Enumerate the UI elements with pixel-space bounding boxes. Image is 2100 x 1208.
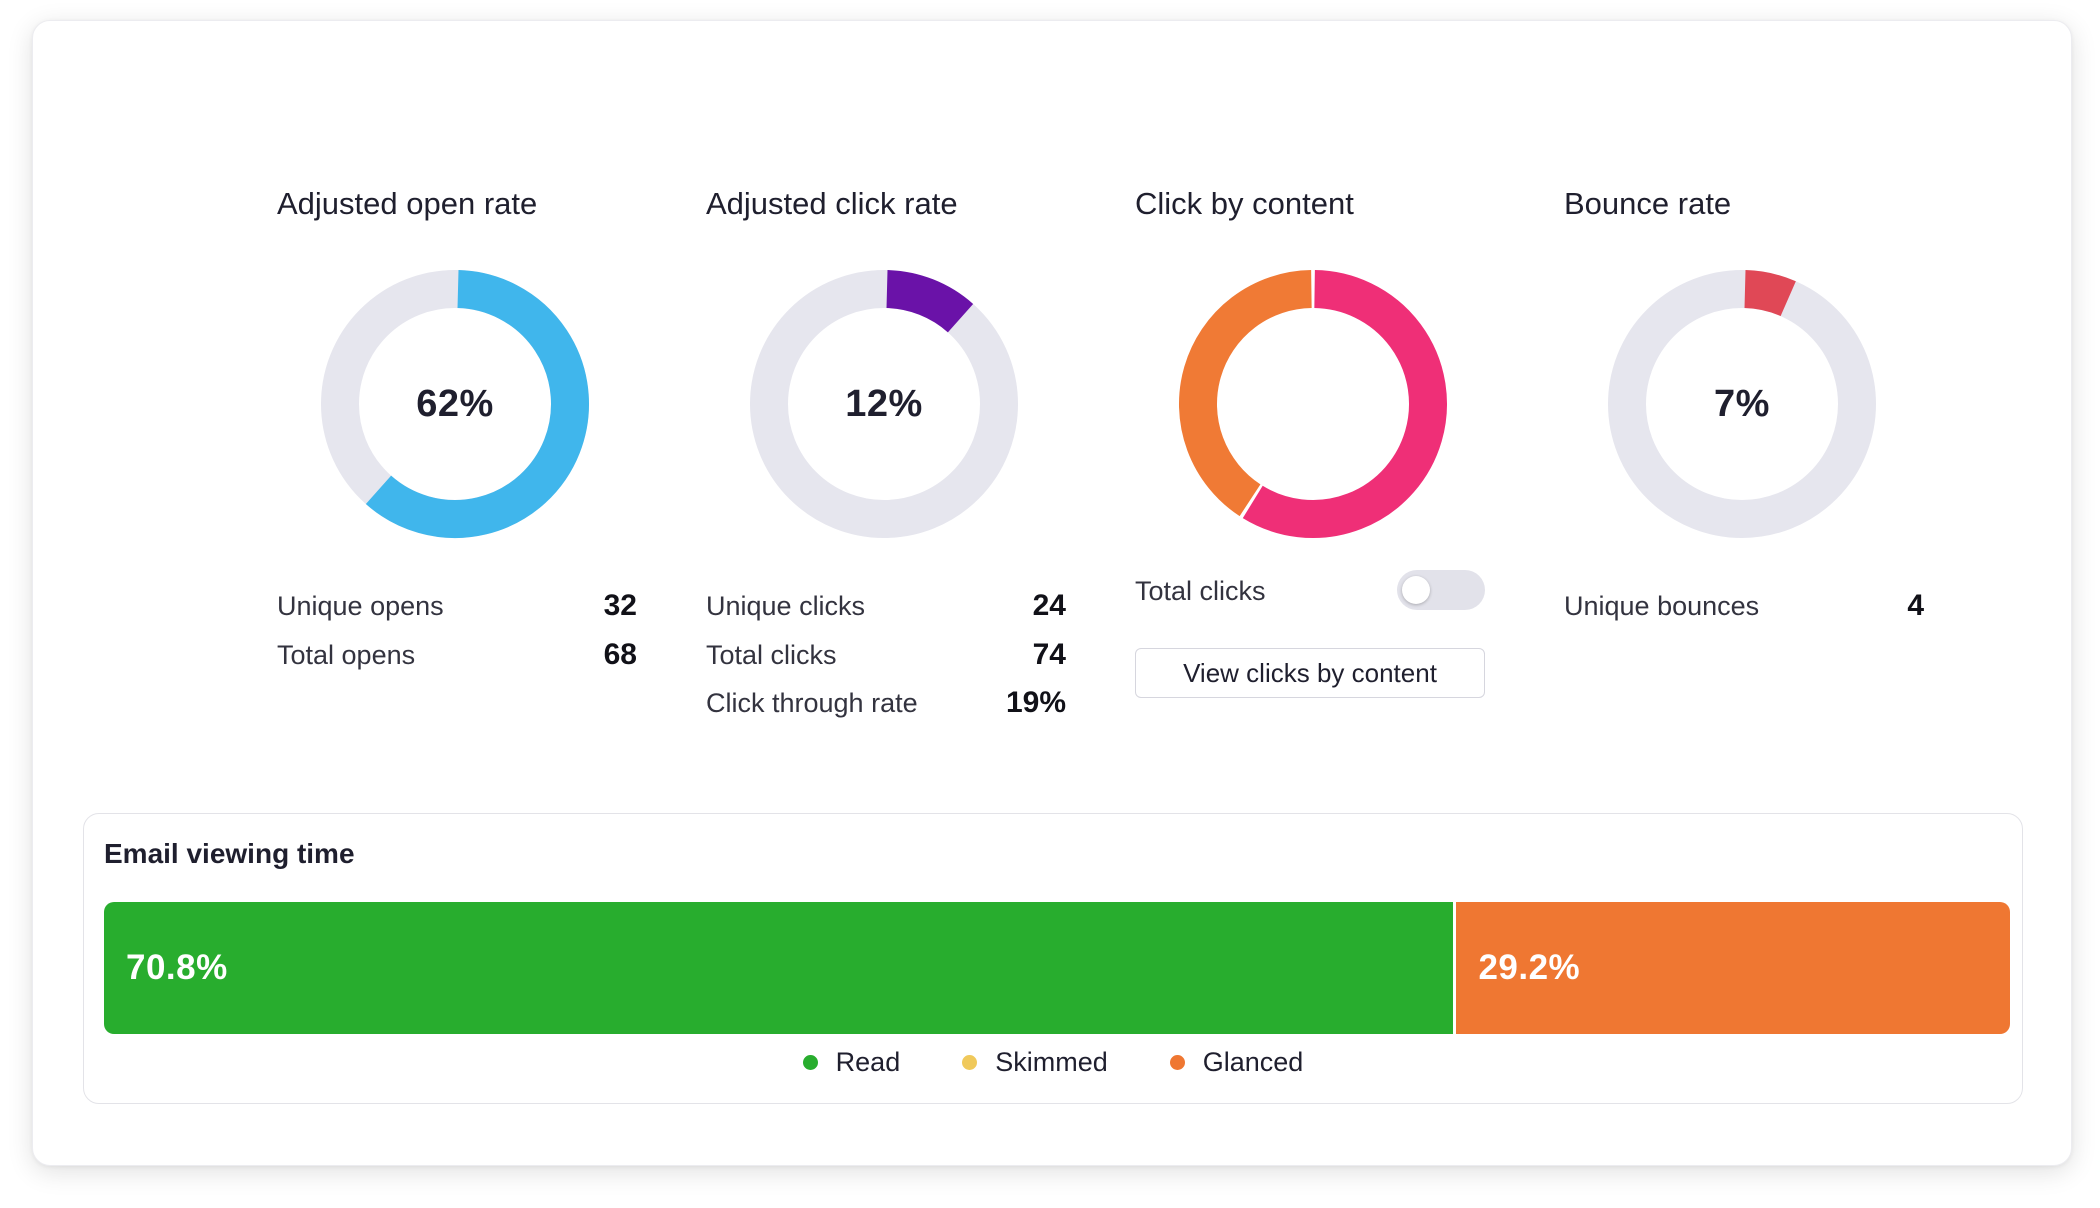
legend-label-glanced: Glanced [1202, 1046, 1304, 1077]
open-rate-percent: 62% [416, 382, 494, 425]
email-viewing-time-panel: Email viewing time 70.8% 29.2% Read Skim… [83, 813, 2023, 1104]
total-opens-value: 68 [603, 638, 637, 671]
unique-clicks-row: Unique clicks 24 [706, 584, 1066, 628]
total-clicks-toggle-label: Total clicks [1135, 575, 1266, 606]
unique-bounces-row: Unique bounces 4 [1564, 584, 1924, 628]
click-rate-arc [885, 270, 974, 333]
view-clicks-by-content-button[interactable]: View clicks by content [1135, 648, 1485, 698]
glanced-segment: 29.2% [1453, 902, 2010, 1034]
analytics-card: Adjusted open rate 62% Unique opens 32 T… [32, 20, 2072, 1166]
click-rate-donut: 12% [744, 264, 1024, 544]
click-rate-metric: Adjusted click rate 12% Unique clicks 24… [706, 21, 1126, 761]
click-rate-donut-svg [750, 270, 1018, 538]
unique-clicks-label: Unique clicks [706, 590, 866, 621]
open-rate-arc [365, 270, 589, 538]
bounce-rate-track [1608, 270, 1876, 538]
click-through-rate-row: Click through rate 19% [706, 681, 1066, 725]
open-rate-title: Adjusted open rate [277, 186, 538, 221]
legend-item-skimmed: Skimmed [962, 1047, 1108, 1078]
click-through-rate-value: 19% [1005, 686, 1066, 719]
open-rate-donut: 62% [315, 264, 595, 544]
glanced-dot-icon [1169, 1054, 1185, 1070]
total-clicks-toggle[interactable] [1397, 570, 1485, 610]
total-clicks-label: Total clicks [706, 639, 837, 670]
read-dot-icon [802, 1054, 818, 1070]
unique-opens-row: Unique opens 32 [277, 584, 637, 628]
total-opens-row: Total opens 68 [277, 633, 637, 677]
content-segment-0 [1242, 270, 1447, 538]
total-clicks-value: 74 [1032, 638, 1066, 671]
click-by-content-donut-svg [1179, 270, 1447, 538]
total-clicks-row: Total clicks 74 [706, 633, 1066, 677]
skimmed-dot-icon [962, 1054, 978, 1070]
content-segment-1 [1179, 270, 1313, 517]
unique-bounces-label: Unique bounces [1564, 590, 1760, 621]
click-rate-track [750, 270, 1018, 538]
read-segment: 70.8% [104, 902, 1454, 1034]
click-through-rate-label: Click through rate [706, 687, 918, 718]
unique-clicks-value: 24 [1032, 589, 1066, 622]
click-by-content-metric: Click by content Total clicks View click… [1135, 21, 1555, 761]
click-rate-title: Adjusted click rate [706, 186, 958, 221]
toggle-knob [1402, 576, 1430, 604]
legend-label-read: Read [835, 1046, 901, 1077]
unique-opens-label: Unique opens [277, 590, 444, 621]
viewing-time-legend: Read Skimmed Glanced [84, 1042, 2022, 1082]
viewing-time-bar: 70.8% 29.2% [104, 902, 2010, 1034]
bounce-rate-arc [1743, 270, 1796, 317]
unique-bounces-value: 4 [1907, 589, 1924, 622]
bounce-rate-metric: Bounce rate 7% Unique bounces 4 [1564, 21, 1984, 761]
click-rate-percent: 12% [845, 382, 923, 425]
open-rate-donut-svg [321, 270, 589, 538]
total-clicks-toggle-row: Total clicks [1135, 569, 1385, 613]
total-opens-label: Total opens [277, 639, 416, 670]
legend-item-glanced: Glanced [1169, 1046, 1304, 1078]
bounce-rate-donut-svg [1608, 270, 1876, 538]
legend-label-skimmed: Skimmed [995, 1046, 1108, 1077]
click-by-content-donut [1173, 264, 1453, 544]
email-viewing-time-title: Email viewing time [104, 838, 355, 869]
bounce-rate-title: Bounce rate [1564, 186, 1732, 221]
bounce-rate-donut: 7% [1602, 264, 1882, 544]
click-by-content-title: Click by content [1135, 186, 1354, 221]
legend-item-read: Read [802, 1046, 901, 1078]
unique-opens-value: 32 [603, 589, 637, 622]
open-rate-metric: Adjusted open rate 62% Unique opens 32 T… [277, 21, 697, 761]
bounce-rate-percent: 7% [1714, 382, 1770, 425]
